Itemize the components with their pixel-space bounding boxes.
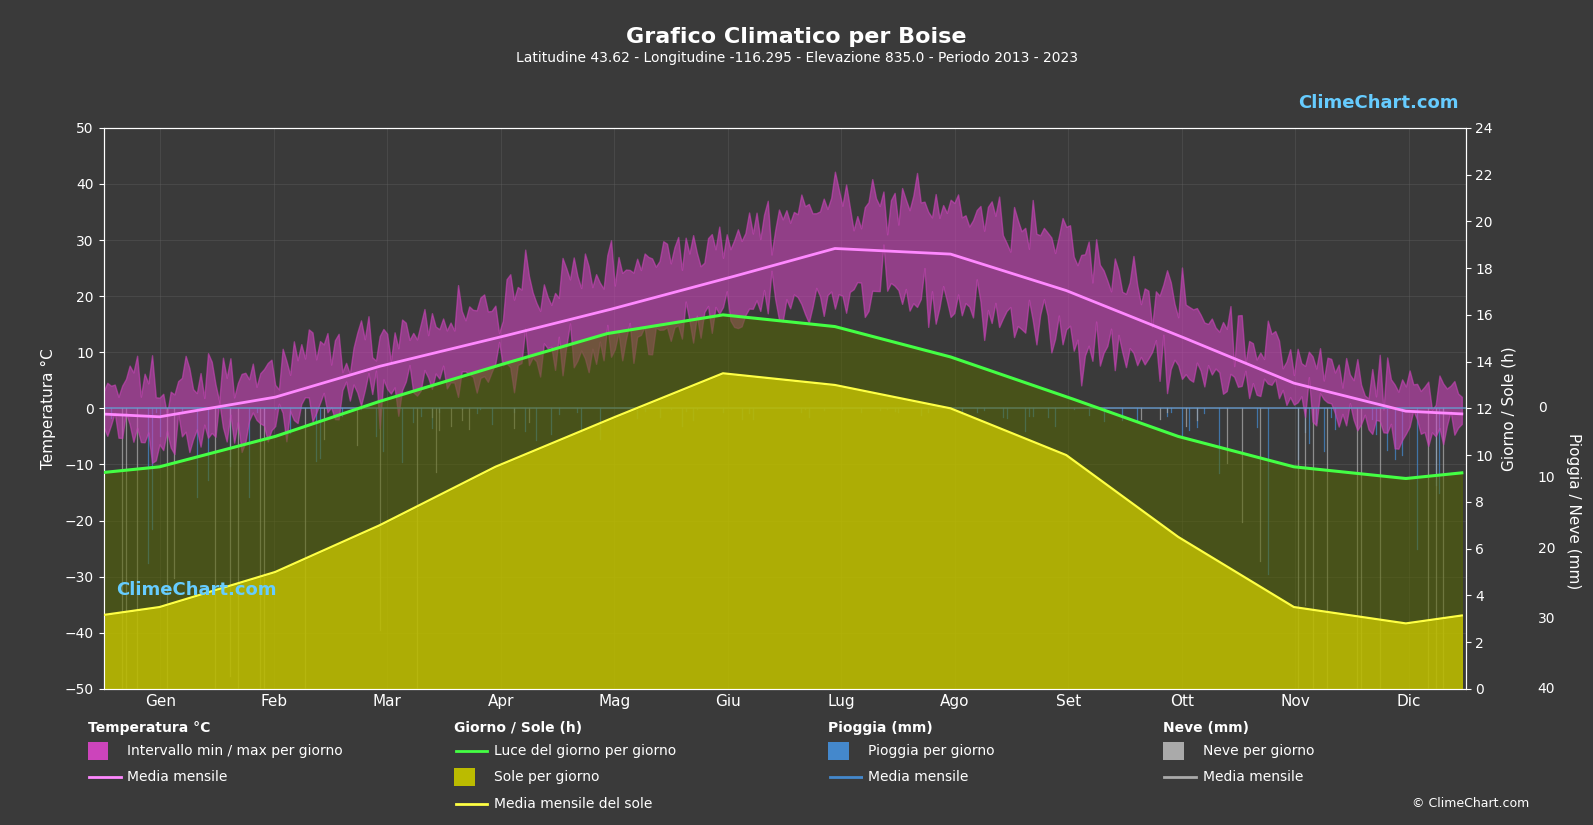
Text: 0: 0 <box>1537 402 1547 415</box>
Text: Intervallo min / max per giorno: Intervallo min / max per giorno <box>127 744 342 757</box>
Text: Media mensile del sole: Media mensile del sole <box>494 797 652 810</box>
Text: 30: 30 <box>1537 612 1555 625</box>
Text: Pioggia (mm): Pioggia (mm) <box>828 721 933 734</box>
Text: Media mensile: Media mensile <box>868 771 969 784</box>
Y-axis label: Giorno / Sole (h): Giorno / Sole (h) <box>1501 346 1517 471</box>
Text: ClimeChart.com: ClimeChart.com <box>116 581 277 599</box>
Text: Neve (mm): Neve (mm) <box>1163 721 1249 734</box>
Text: Media mensile: Media mensile <box>1203 771 1303 784</box>
Text: Latitudine 43.62 - Longitudine -116.295 - Elevazione 835.0 - Periodo 2013 - 2023: Latitudine 43.62 - Longitudine -116.295 … <box>516 51 1077 65</box>
Y-axis label: Temperatura °C: Temperatura °C <box>41 348 56 469</box>
Text: ClimeChart.com: ClimeChart.com <box>1298 94 1459 112</box>
Text: Sole per giorno: Sole per giorno <box>494 771 599 784</box>
Text: Luce del giorno per giorno: Luce del giorno per giorno <box>494 744 675 757</box>
Text: Neve per giorno: Neve per giorno <box>1203 744 1314 757</box>
Text: Grafico Climatico per Boise: Grafico Climatico per Boise <box>626 27 967 47</box>
Text: Giorno / Sole (h): Giorno / Sole (h) <box>454 721 581 734</box>
Text: Temperatura °C: Temperatura °C <box>88 721 210 734</box>
Text: 20: 20 <box>1537 542 1555 555</box>
Text: Pioggia / Neve (mm): Pioggia / Neve (mm) <box>1566 433 1582 590</box>
Text: Media mensile: Media mensile <box>127 771 228 784</box>
Text: © ClimeChart.com: © ClimeChart.com <box>1411 797 1529 810</box>
Text: Pioggia per giorno: Pioggia per giorno <box>868 744 994 757</box>
Text: 40: 40 <box>1537 682 1555 695</box>
Text: 10: 10 <box>1537 472 1555 485</box>
